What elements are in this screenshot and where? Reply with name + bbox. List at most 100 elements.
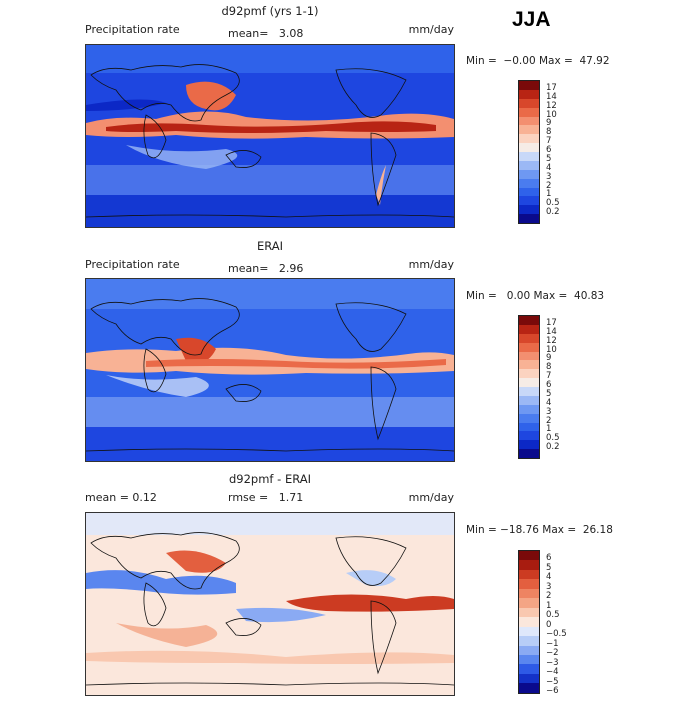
mean-label: mean=: [228, 262, 269, 275]
colorbar-tick-label: 7: [546, 136, 552, 147]
colorbar-tick-label: 0.5: [546, 610, 560, 621]
field-label: Precipitation rate: [85, 23, 180, 36]
colorbar-segment: [519, 196, 539, 206]
map-svg: [86, 45, 454, 227]
colorbar-tick-label: 6: [546, 145, 552, 155]
panel-title: ERAI: [256, 239, 284, 253]
rmse-label: rmse =: [228, 491, 269, 504]
panel-title: d92pmf (yrs 1-1): [221, 4, 319, 18]
colorbar-segment: [519, 395, 539, 405]
colorbar-tick-label: 8: [546, 362, 552, 373]
colorbar-model: [518, 80, 540, 224]
colorbar-tick-label: 14: [546, 91, 557, 102]
colorbar-tick-label: 3: [546, 406, 552, 417]
colorbar-segment: [519, 89, 539, 99]
min-max-readout: Min = −18.76 Max = 26.18: [466, 524, 613, 536]
colorbar-tick-label: 10: [546, 109, 557, 120]
colorbar-segment: [519, 324, 539, 334]
colorbar-segment: [519, 449, 539, 458]
colorbar-tick-label: 9: [546, 353, 552, 364]
colorbar-tick-label: −6: [546, 686, 559, 696]
colorbar-segment: [519, 169, 539, 179]
colorbar-tick-label: 9: [546, 118, 552, 129]
mean-value: 3.08: [278, 27, 304, 40]
colorbar-tick-label: 8: [546, 127, 552, 138]
colorbar-segment: [519, 588, 539, 599]
colorbar-tick-label: 5: [546, 153, 552, 164]
precip-map-model: [85, 44, 455, 228]
colorbar-segment: [519, 683, 539, 693]
colorbar-segment: [519, 560, 539, 570]
mean-label: mean=: [228, 27, 269, 40]
colorbar-tick-label: 12: [546, 100, 557, 111]
colorbar-segment: [519, 187, 539, 197]
colorbar-tick-label: −3: [546, 657, 559, 668]
colorbar-tick-label: 10: [546, 344, 557, 355]
colorbar-segment: [519, 673, 539, 684]
colorbar-tick-label: 0.2: [546, 207, 560, 218]
rmse-value: 1.71: [278, 491, 304, 504]
colorbar-segment: [519, 378, 539, 387]
colorbar-tick-label: 4: [546, 397, 552, 408]
colorbar-tick-label: 5: [546, 562, 552, 573]
colorbar-tick-label: 2: [546, 180, 552, 191]
colorbar-tick-label: −1: [546, 638, 559, 649]
colorbar-segment: [519, 160, 539, 170]
colorbar-segment: [519, 333, 539, 343]
map-svg: [86, 513, 454, 695]
colorbar-tick-label: 1: [546, 600, 552, 611]
colorbar-tick-label: 4: [546, 162, 552, 173]
colorbar-segment: [519, 636, 539, 646]
panel-reference: ERAI Precipitation rate mean= 2.96 mm/da…: [0, 235, 700, 470]
colorbar-segment: [519, 116, 539, 126]
colorbar-segment: [519, 387, 539, 396]
colorbar-segment: [519, 551, 539, 561]
panel-title: d92pmf - ERAI: [229, 472, 311, 486]
colorbar-segment: [519, 422, 539, 432]
colorbar-tick-label: 17: [546, 82, 557, 93]
colorbar-tick-label: 4: [546, 572, 552, 583]
colorbar-segment: [519, 579, 539, 589]
precip-map-reference: [85, 278, 455, 462]
colorbar-difference: [518, 550, 540, 694]
colorbar-segment: [519, 626, 539, 637]
colorbar-segment: [519, 125, 539, 135]
colorbar-segment: [519, 178, 539, 188]
colorbar-segment: [519, 654, 539, 665]
colorbar-tick-label: 3: [546, 581, 552, 592]
colorbar-tick-label: −5: [546, 676, 559, 687]
min-max-readout: Min = −0.00 Max = 47.92: [466, 55, 610, 67]
colorbar-tick-label: 0.2: [546, 442, 560, 453]
colorbar-tick-label: −4: [546, 667, 559, 678]
colorbar-segment: [519, 431, 539, 441]
colorbar-tick-label: 0.5: [546, 433, 560, 444]
panel-model: d92pmf (yrs 1-1) Precipitation rate mean…: [0, 0, 700, 235]
colorbar-segment: [519, 81, 539, 90]
colorbar-segment: [519, 205, 539, 215]
panel-difference: d92pmf - ERAI mean = 0.12 rmse = 1.71 mm…: [0, 470, 700, 705]
colorbar-segment: [519, 134, 539, 144]
colorbar-segment: [519, 413, 539, 423]
colorbar-tick-label: 3: [546, 171, 552, 182]
unit-label: mm/day: [408, 258, 454, 271]
colorbar-segment: [519, 369, 539, 379]
colorbar-tick-label: 14: [546, 326, 557, 337]
colorbar-tick-label: 7: [546, 371, 552, 382]
colorbar-segment: [519, 143, 539, 152]
colorbar-segment: [519, 98, 539, 108]
colorbar-segment: [519, 440, 539, 450]
colorbar-tick-label: 2: [546, 591, 552, 602]
colorbar-segment: [519, 607, 539, 618]
colorbar-segment: [519, 342, 539, 352]
map-svg: [86, 279, 454, 461]
colorbar-tick-label: 6: [546, 553, 552, 564]
colorbar-reference: [518, 315, 540, 459]
colorbar-tick-label: 6: [546, 380, 552, 390]
colorbar-segment: [519, 360, 539, 370]
colorbar-tick-label: 2: [546, 415, 552, 426]
colorbar-tick-label: 0.5: [546, 198, 560, 209]
colorbar-tick-label: 0: [546, 619, 552, 630]
colorbar-segment: [519, 617, 539, 627]
min-max-readout: Min = 0.00 Max = 40.83: [466, 290, 605, 302]
colorbar-segment: [519, 569, 539, 580]
